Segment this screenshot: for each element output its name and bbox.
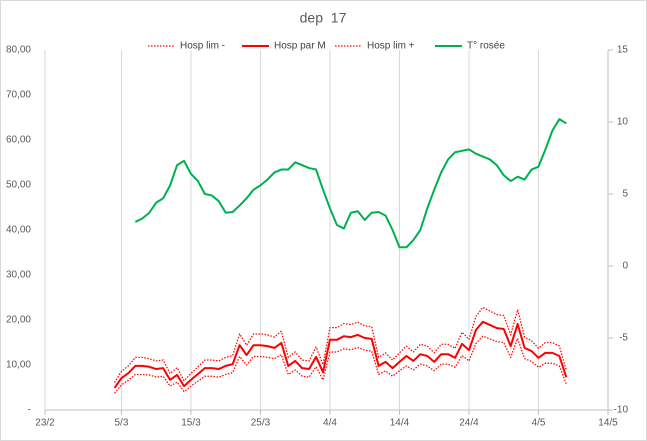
x-tick-label: 24/4 <box>459 418 479 429</box>
y-tick-label: 10,00 <box>6 360 31 371</box>
legend-label: T° rosée <box>467 41 505 52</box>
y-tick-label: 20,00 <box>6 315 31 326</box>
x-tick-label: 14/5 <box>598 418 618 429</box>
x-tick-label: 25/3 <box>251 418 271 429</box>
y-tick-label: 60,00 <box>6 135 31 146</box>
legend-label: Hosp lim - <box>180 41 225 52</box>
y2-tick-label: 5 <box>622 189 628 200</box>
y2-tick-label: -5 <box>619 333 628 344</box>
y2-tick-label: 10 <box>617 117 629 128</box>
legend-label: Hosp lim + <box>367 41 415 52</box>
legend: Hosp lim - Hosp par M Hosp lim + T° rosée <box>148 41 505 52</box>
y2-tick-label: 0 <box>622 261 628 272</box>
legend-label: Hosp par M <box>274 41 326 52</box>
series-line <box>113 306 567 383</box>
series-line <box>134 118 567 249</box>
y-tick-label: 80,00 <box>6 45 31 56</box>
y-tick-label: 70,00 <box>6 90 31 101</box>
x-tick-label: 4/5 <box>532 418 546 429</box>
y-tick-label: - <box>28 405 31 416</box>
x-tick-label: 14/4 <box>390 418 410 429</box>
x-tick-label: 4/4 <box>323 418 337 429</box>
y-tick-label: 30,00 <box>6 270 31 281</box>
x-tick-label: 5/3 <box>115 418 129 429</box>
y-tick-label: 50,00 <box>6 180 31 191</box>
plot-area <box>113 118 568 394</box>
y-tick-label: 40,00 <box>6 225 31 236</box>
x-tick-label: 23/2 <box>35 418 55 429</box>
series-line <box>113 320 568 389</box>
y2-tick-label: 15 <box>617 45 629 56</box>
chart-title: dep 17 <box>300 10 347 26</box>
series-line <box>114 335 567 394</box>
y2-tick-label: -10 <box>614 405 629 416</box>
x-tick-label: 15/3 <box>181 418 201 429</box>
grid: 23/2 5/3 15/3 25/3 4/4 14/4 24/4 4/5 14/5 - 10,00 2… <box>6 45 628 429</box>
